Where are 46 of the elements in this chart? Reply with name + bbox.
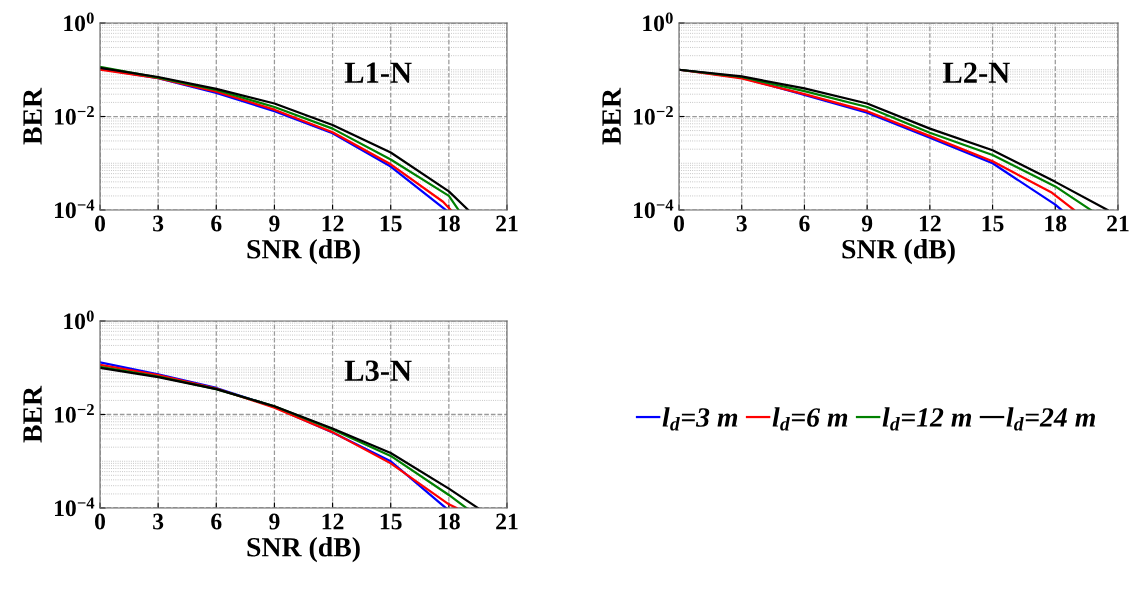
- x-tick-label: 9: [269, 215, 280, 232]
- y-tick-label: 10$^{−4}$: [55, 199, 95, 219]
- y-tick-label: 10$^{0}$: [643, 12, 673, 32]
- x-tick-label: 6: [211, 215, 222, 232]
- legend-label: l$_{d}$=12 m: [882, 407, 972, 431]
- x-tick-label: 9: [269, 513, 280, 530]
- x-tick-label: 21: [496, 215, 518, 232]
- x-tick-label: 0: [95, 513, 105, 530]
- x-tick-label: 3: [153, 513, 164, 530]
- x-tick-label: 3: [736, 215, 747, 232]
- x-axis-title: SNR (dB): [842, 239, 955, 265]
- legend-label: l$_{d}$=6 m: [772, 407, 848, 431]
- y-tick-label: 10$^{−2}$: [55, 106, 94, 125]
- annotation: L2-N: [942, 62, 1010, 83]
- legend-label: l$_{d}$=3 m: [662, 407, 738, 431]
- y-tick-label: 10$^{−2}$: [634, 106, 673, 125]
- x-tick-label: 12: [322, 513, 344, 530]
- x-tick-label: 21: [1107, 215, 1129, 232]
- x-tick-label: 18: [438, 513, 460, 530]
- x-tick-label: 15: [982, 215, 1004, 232]
- annotation: L3-N: [344, 360, 412, 382]
- y-tick-label: 10$^{0}$: [64, 310, 94, 330]
- x-tick-label: 21: [496, 513, 518, 530]
- x-tick-label: 18: [438, 215, 460, 232]
- x-tick-label: 15: [380, 513, 402, 530]
- y-tick-label: 10$^{−2}$: [55, 404, 94, 423]
- x-tick-label: 12: [919, 215, 941, 232]
- x-tick-label: 15: [380, 215, 402, 232]
- y-tick-label: 10$^{−4}$: [55, 497, 95, 517]
- x-axis-title: SNR (dB): [247, 239, 360, 265]
- x-axis-title: SNR (dB): [247, 537, 360, 563]
- y-tick-label: 10$^{−4}$: [634, 199, 674, 219]
- y-axis-title: BER: [602, 87, 621, 145]
- y-axis-title: BER: [23, 87, 42, 145]
- x-tick-label: 18: [1045, 215, 1067, 232]
- legend-label: l$_{d}$=24 m: [1006, 407, 1096, 431]
- x-tick-label: 12: [322, 215, 344, 232]
- x-tick-label: 9: [861, 215, 873, 232]
- x-tick-label: 3: [153, 215, 164, 232]
- x-tick-label: 0: [674, 215, 684, 232]
- y-tick-label: 10$^{0}$: [64, 12, 94, 32]
- x-tick-label: 0: [95, 215, 105, 232]
- y-axis-title: BER: [23, 385, 42, 443]
- x-tick-label: 6: [799, 215, 810, 232]
- annotation: L1-N: [344, 62, 412, 83]
- x-tick-label: 6: [211, 513, 222, 530]
